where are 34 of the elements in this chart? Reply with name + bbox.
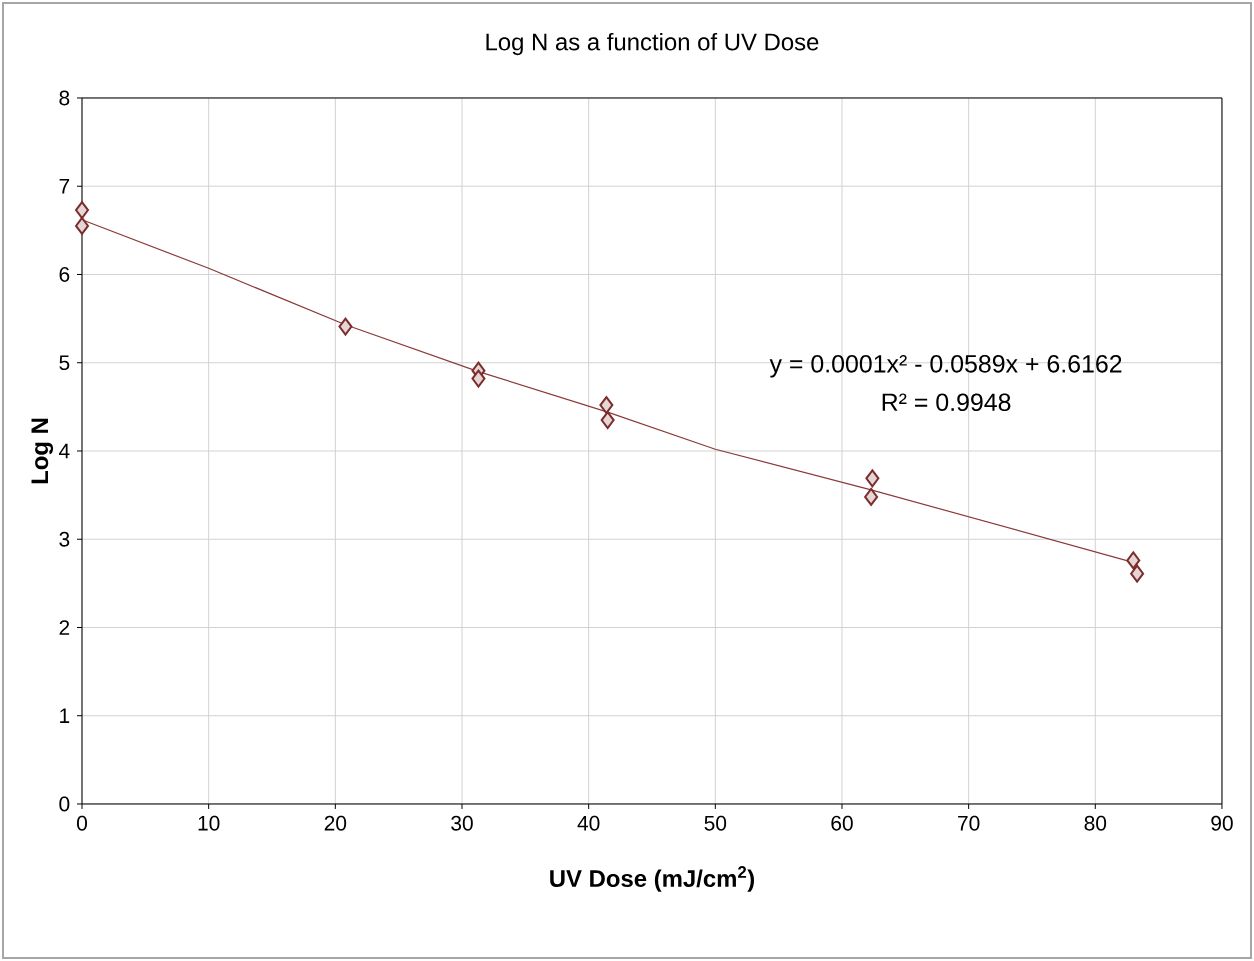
point [75,201,90,220]
x-tick-label: 0 [77,815,87,831]
y-tick-label: 5 [59,355,70,371]
x-tick-label: 90 [1211,815,1233,831]
point [75,216,90,235]
x-tick-label: 70 [958,815,980,831]
chart-title: Log N as a function of UV Dose [486,32,819,56]
x-tick-label: 40 [577,815,600,831]
annotation: y = 0.0001x² - 0.0589x + 6.6162 [769,354,1122,378]
point [1126,551,1141,570]
x-tick-label: 50 [704,815,727,831]
y-tick-label: 3 [59,531,70,547]
x-tick-label: 80 [1084,815,1107,831]
point [865,469,880,488]
point [864,487,879,506]
y-tick-label: 0 [59,796,70,812]
y-tick-label: 7 [59,179,70,194]
point [338,317,353,336]
point [1130,564,1145,583]
y-tick-label: 4 [59,443,70,459]
y-tick-label: 1 [60,708,70,723]
point [471,369,486,388]
x-tick-label: 30 [451,815,473,831]
x-tick-label: 20 [324,815,347,831]
annotation: R² = 0.9948 [882,393,1011,412]
point [599,396,614,415]
y-tick-label: 6 [59,267,70,282]
x-tick-label: 10 [198,815,220,831]
y-tick-label: 2 [59,620,70,635]
x-tick-label: 60 [831,815,853,831]
point [600,411,615,430]
y-tick-label: 8 [59,90,70,106]
x-axis-title: UV Dose (mJ/cm$^{2}$) [550,866,755,892]
y-axis-title: Log N [31,418,54,484]
